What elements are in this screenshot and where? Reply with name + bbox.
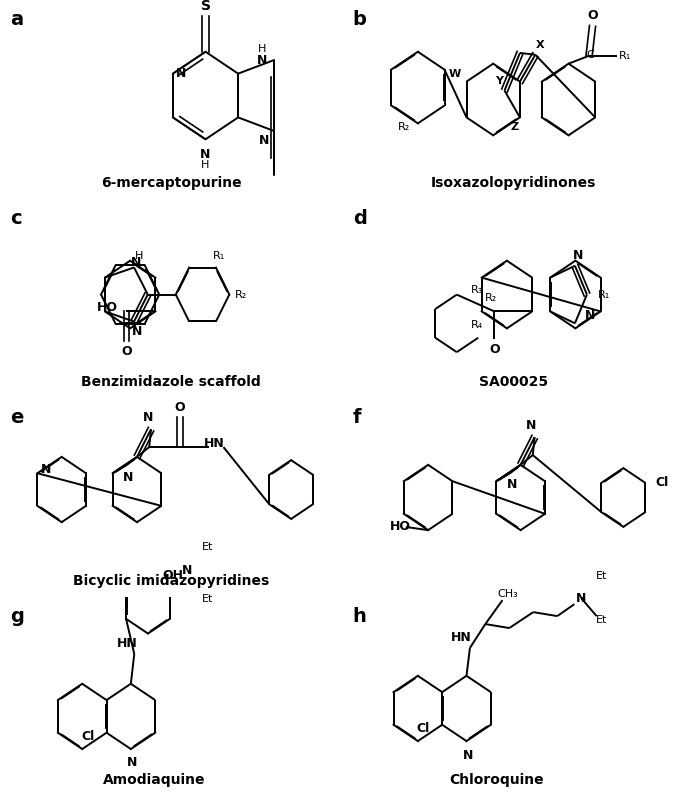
Text: Et: Et — [202, 542, 214, 552]
Text: N: N — [40, 462, 51, 476]
Text: Et: Et — [202, 594, 214, 603]
Text: SA00025: SA00025 — [479, 375, 548, 389]
Text: C: C — [586, 50, 594, 60]
Text: N: N — [123, 470, 134, 483]
Text: f: f — [353, 408, 361, 427]
Text: R₁: R₁ — [213, 251, 225, 260]
Text: O: O — [121, 345, 132, 357]
Text: HN: HN — [117, 638, 138, 650]
Text: R₂: R₂ — [398, 123, 410, 132]
Text: O: O — [587, 10, 598, 22]
Text: Amodiaquine: Amodiaquine — [103, 773, 206, 787]
Text: Et: Et — [596, 572, 608, 581]
Text: H: H — [258, 44, 266, 54]
Text: HO: HO — [97, 301, 118, 314]
Text: R₃: R₃ — [471, 284, 484, 295]
Text: N: N — [507, 478, 517, 491]
Text: c: c — [10, 209, 22, 228]
Text: H: H — [201, 160, 210, 170]
Text: HN: HN — [451, 631, 472, 645]
Text: O: O — [490, 343, 501, 356]
Text: 6-mercaptopurine: 6-mercaptopurine — [101, 176, 242, 190]
Text: Z: Z — [511, 123, 519, 132]
Text: N: N — [258, 135, 269, 147]
Text: R₁: R₁ — [619, 51, 631, 60]
Text: N: N — [573, 249, 584, 263]
Text: HO: HO — [390, 520, 411, 533]
Text: Y: Y — [495, 76, 503, 86]
Text: O: O — [175, 401, 186, 414]
Text: W: W — [449, 68, 461, 79]
Text: b: b — [353, 10, 366, 29]
Text: N: N — [142, 411, 153, 423]
Text: h: h — [353, 607, 366, 626]
Text: N: N — [585, 309, 595, 322]
Text: Bicyclic imidazopyridines: Bicyclic imidazopyridines — [73, 574, 269, 588]
Text: Benzimidazole scaffold: Benzimidazole scaffold — [82, 375, 261, 389]
Text: R₁: R₁ — [598, 290, 610, 299]
Text: N: N — [176, 67, 186, 80]
Text: Cl: Cl — [656, 476, 669, 490]
Text: H: H — [135, 251, 143, 260]
Text: e: e — [10, 408, 24, 427]
Text: Chloroquine: Chloroquine — [449, 773, 544, 787]
Text: S: S — [201, 0, 210, 13]
Text: Isoxazolopyridinones: Isoxazolopyridinones — [431, 176, 597, 190]
Text: g: g — [10, 607, 24, 626]
Text: Et: Et — [596, 615, 608, 625]
Text: CH₃: CH₃ — [497, 589, 518, 599]
Text: a: a — [10, 10, 23, 29]
Text: N: N — [463, 748, 473, 762]
Text: N: N — [132, 325, 142, 338]
Text: OH: OH — [163, 569, 184, 582]
Text: R₄: R₄ — [471, 320, 484, 330]
Text: Cl: Cl — [81, 730, 95, 743]
Text: N: N — [131, 256, 141, 269]
Text: N: N — [257, 53, 267, 67]
Text: N: N — [526, 419, 536, 431]
Text: N: N — [127, 756, 138, 770]
Text: R₂: R₂ — [235, 290, 247, 299]
Text: HN: HN — [204, 437, 225, 450]
Text: N: N — [200, 148, 211, 161]
Text: R₂: R₂ — [485, 292, 497, 302]
Text: X: X — [536, 40, 545, 50]
Text: N: N — [576, 591, 586, 605]
Text: N: N — [182, 564, 192, 577]
Text: Cl: Cl — [416, 722, 430, 736]
Text: d: d — [353, 209, 366, 228]
